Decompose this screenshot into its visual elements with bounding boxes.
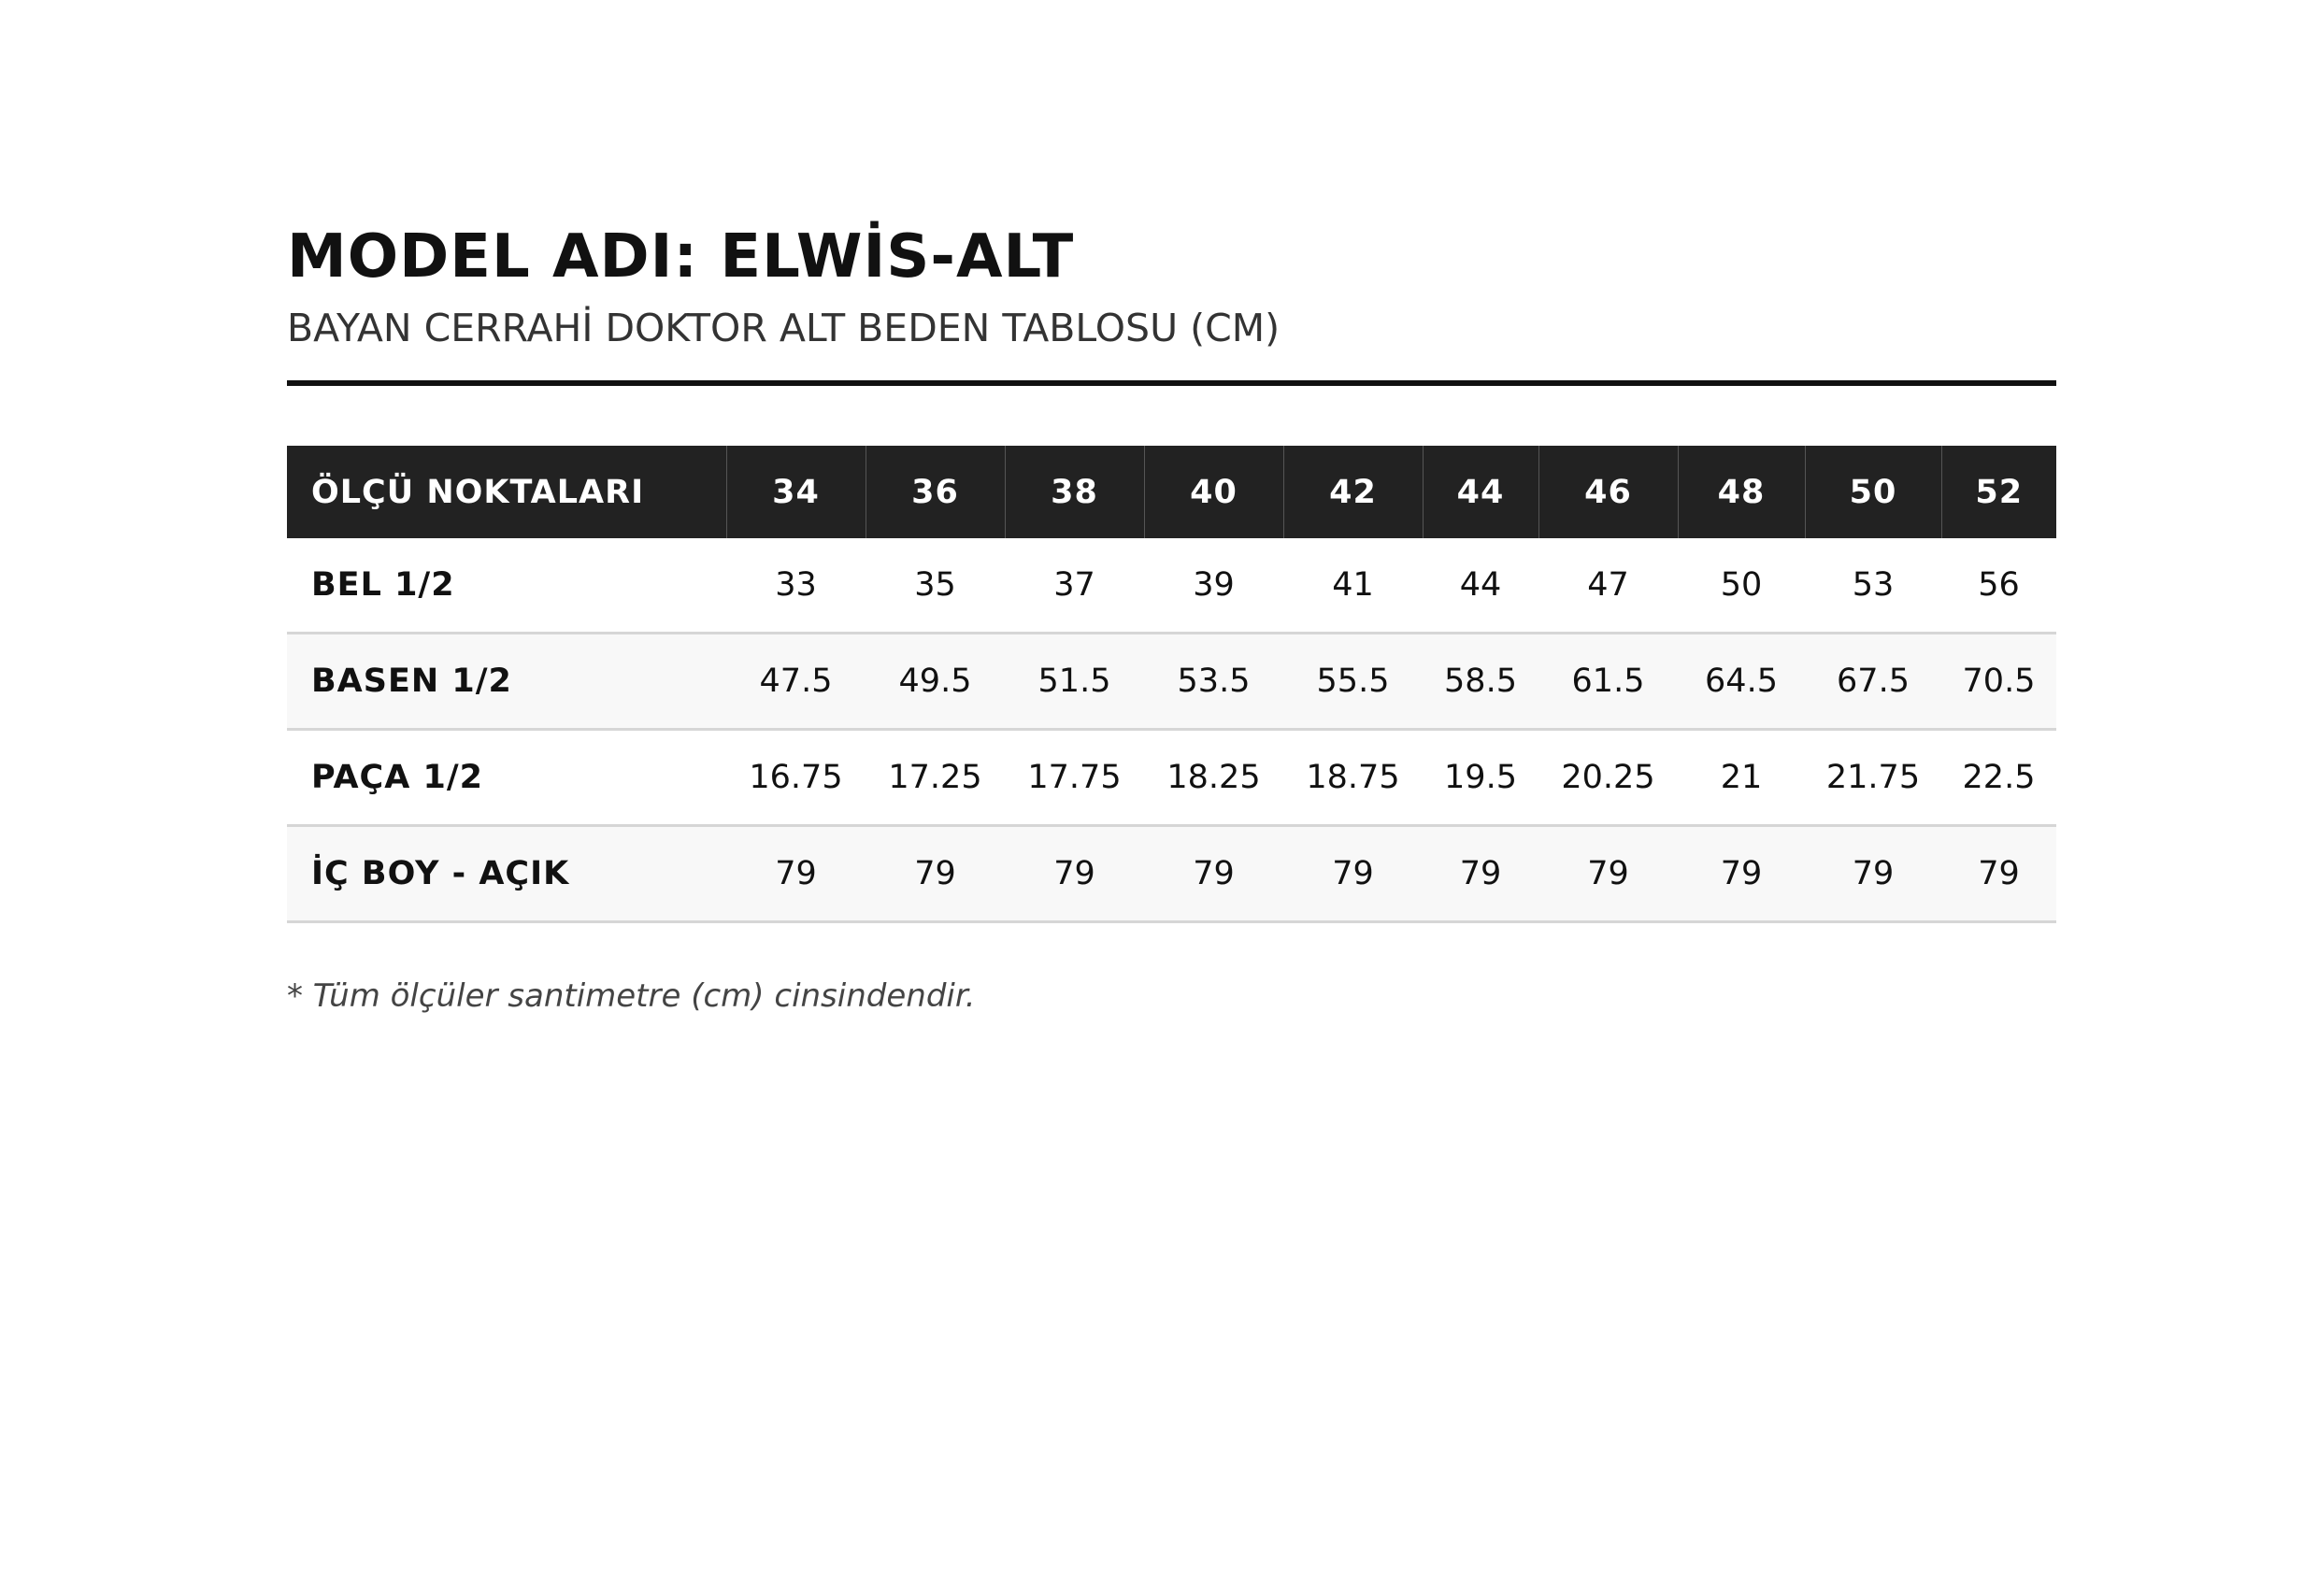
size-header: 48 — [1677, 446, 1805, 538]
cell-value: 79 — [1144, 825, 1283, 923]
row-label: İÇ BOY - AÇIK — [287, 825, 726, 923]
cell-value: 70.5 — [1941, 633, 2056, 731]
cell-value: 79 — [1005, 825, 1144, 923]
table-row: BEL 1/2 33 35 37 39 41 44 47 50 53 56 — [287, 538, 2056, 634]
cell-value: 21 — [1678, 729, 1805, 827]
table-row: İÇ BOY - AÇIK 79 79 79 79 79 79 79 79 79 79 — [287, 825, 2056, 923]
table-row: PAÇA 1/2 16.75 17.25 17.75 18.25 18.75 19.5 20.… — [287, 729, 2056, 827]
cell-value: 49.5 — [866, 633, 1005, 731]
cell-value: 79 — [1678, 825, 1805, 923]
title: MODEL ADI: ELWİS-ALT — [287, 222, 1075, 292]
cell-value: 53.5 — [1144, 633, 1283, 731]
cell-value: 39 — [1144, 538, 1283, 634]
cell-value: 61.5 — [1538, 633, 1678, 731]
row-label: PAÇA 1/2 — [287, 729, 726, 827]
cell-value: 79 — [1941, 825, 2056, 923]
cell-value: 18.75 — [1283, 729, 1423, 827]
cell-value: 51.5 — [1005, 633, 1144, 731]
cell-value: 53 — [1805, 538, 1941, 634]
cell-value: 50 — [1678, 538, 1805, 634]
size-header: 36 — [865, 446, 1005, 538]
cell-value: 22.5 — [1941, 729, 2056, 827]
divider — [287, 380, 2056, 386]
cell-value: 17.25 — [866, 729, 1005, 827]
size-header: 34 — [725, 446, 866, 538]
size-header: 38 — [1004, 446, 1144, 538]
cell-value: 67.5 — [1805, 633, 1941, 731]
size-header: 52 — [1940, 446, 2056, 538]
cell-value: 56 — [1941, 538, 2056, 634]
row-label: BEL 1/2 — [287, 538, 726, 634]
cell-value: 55.5 — [1283, 633, 1423, 731]
size-header: 50 — [1804, 446, 1941, 538]
size-header: 42 — [1282, 446, 1423, 538]
size-header: 46 — [1538, 446, 1678, 538]
size-header: 40 — [1143, 446, 1283, 538]
cell-value: 47.5 — [726, 633, 866, 731]
cell-value: 33 — [726, 538, 866, 634]
subtitle: BAYAN CERRAHİ DOKTOR ALT BEDEN TABLOSU (… — [287, 306, 1281, 350]
measure-header: ÖLÇÜ NOKTALARI — [287, 446, 726, 538]
header-row: ÖLÇÜ NOKTALARI 34 36 38 40 42 44 46 48 50 52 — [287, 446, 2056, 538]
cell-value: 79 — [866, 825, 1005, 923]
cell-value: 58.5 — [1423, 633, 1538, 731]
cell-value: 64.5 — [1678, 633, 1805, 731]
size-chart: MODEL ADI: ELWİS-ALT BAYAN CERRAHİ DOKTO… — [287, 220, 2056, 1015]
cell-value: 19.5 — [1423, 729, 1538, 827]
cell-value: 79 — [1423, 825, 1538, 923]
cell-value: 37 — [1005, 538, 1144, 634]
cell-value: 79 — [1283, 825, 1423, 923]
cell-value: 47 — [1538, 538, 1678, 634]
cell-value: 41 — [1283, 538, 1423, 634]
cell-value: 21.75 — [1805, 729, 1941, 827]
cell-value: 16.75 — [726, 729, 866, 827]
footnote: * Tüm ölçüler santimetre (cm) cinsindend… — [287, 977, 976, 1015]
cell-value: 79 — [1538, 825, 1678, 923]
cell-value: 17.75 — [1005, 729, 1144, 827]
cell-value: 44 — [1423, 538, 1538, 634]
size-table: ÖLÇÜ NOKTALARI 34 36 38 40 42 44 46 48 50 52 BEL 1… — [287, 446, 2056, 923]
cell-value: 20.25 — [1538, 729, 1678, 827]
cell-value: 18.25 — [1144, 729, 1283, 827]
size-header: 44 — [1422, 446, 1538, 538]
cell-value: 79 — [726, 825, 866, 923]
cell-value: 35 — [866, 538, 1005, 634]
table-row: BASEN 1/2 47.5 49.5 51.5 53.5 55.5 58.5 61.5 64.… — [287, 633, 2056, 731]
cell-value: 79 — [1805, 825, 1941, 923]
row-label: BASEN 1/2 — [287, 633, 726, 731]
